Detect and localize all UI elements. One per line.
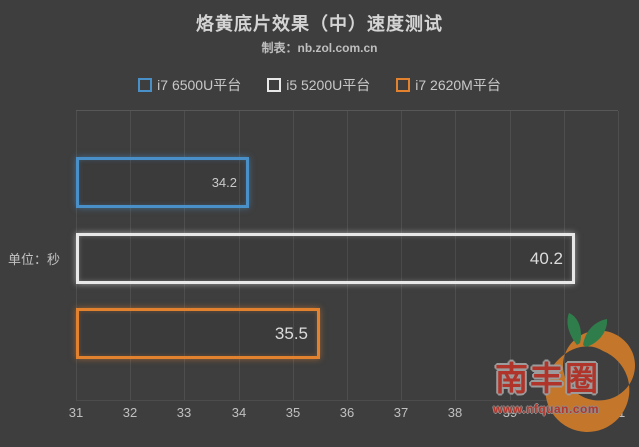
legend-swatch-icon [138, 78, 153, 92]
legend-label: i5 5200U平台 [286, 77, 371, 93]
x-tick-label: 36 [339, 405, 355, 420]
x-tick-label: 37 [393, 405, 409, 420]
bar-value-label: 34.2 [211, 175, 237, 190]
gridline [618, 111, 619, 400]
gridline [184, 111, 185, 400]
x-tick-label: 31 [68, 405, 84, 420]
legend-label: i7 2620M平台 [415, 77, 501, 93]
legend-item-i7-6500u: i7 6500U平台 [138, 75, 241, 95]
x-tick-label: 33 [176, 405, 192, 420]
x-tick-label: 39 [502, 405, 518, 420]
bar-value-label: 40.2 [529, 249, 563, 268]
x-tick-label: 34 [231, 405, 247, 420]
bar-i7-6500u平台 [76, 157, 249, 208]
gridline [564, 111, 565, 400]
plot-area: 31 32 33 34 35 36 37 38 39 40 41 34.2 40.2 35.5 [69, 110, 625, 420]
chart-subtitle: 制表：nb.zol.com.cn [261, 41, 378, 55]
legend: i7 6500U平台 i5 5200U平台 i7 2620M平台 [0, 75, 639, 95]
bar-i5-5200u平台 [76, 233, 575, 284]
x-tick-label: 41 [610, 405, 626, 420]
y-axis-unit-label: 单位：秒 [8, 252, 61, 267]
legend-swatch-icon [267, 78, 282, 92]
gridline [401, 111, 402, 400]
legend-item-i7-2620m: i7 2620M平台 [396, 75, 501, 95]
gridline [510, 111, 511, 400]
x-tick-label: 35 [285, 405, 301, 420]
gridline [130, 111, 131, 400]
gridline [293, 111, 294, 400]
legend-swatch-icon [396, 78, 411, 92]
chart-title: 烙黄底片效果（中）速度测试 [196, 14, 443, 34]
bar-i7-2620m平台 [76, 308, 320, 359]
gridline [455, 111, 456, 400]
legend-label: i7 6500U平台 [157, 77, 242, 93]
legend-item-i5-5200u: i5 5200U平台 [267, 75, 370, 95]
gridline [239, 111, 240, 400]
gridline [347, 111, 348, 400]
x-tick-label: 32 [122, 405, 138, 420]
bar-value-label: 35.5 [274, 324, 308, 343]
x-tick-label: 40 [556, 405, 572, 420]
x-tick-label: 38 [447, 405, 463, 420]
